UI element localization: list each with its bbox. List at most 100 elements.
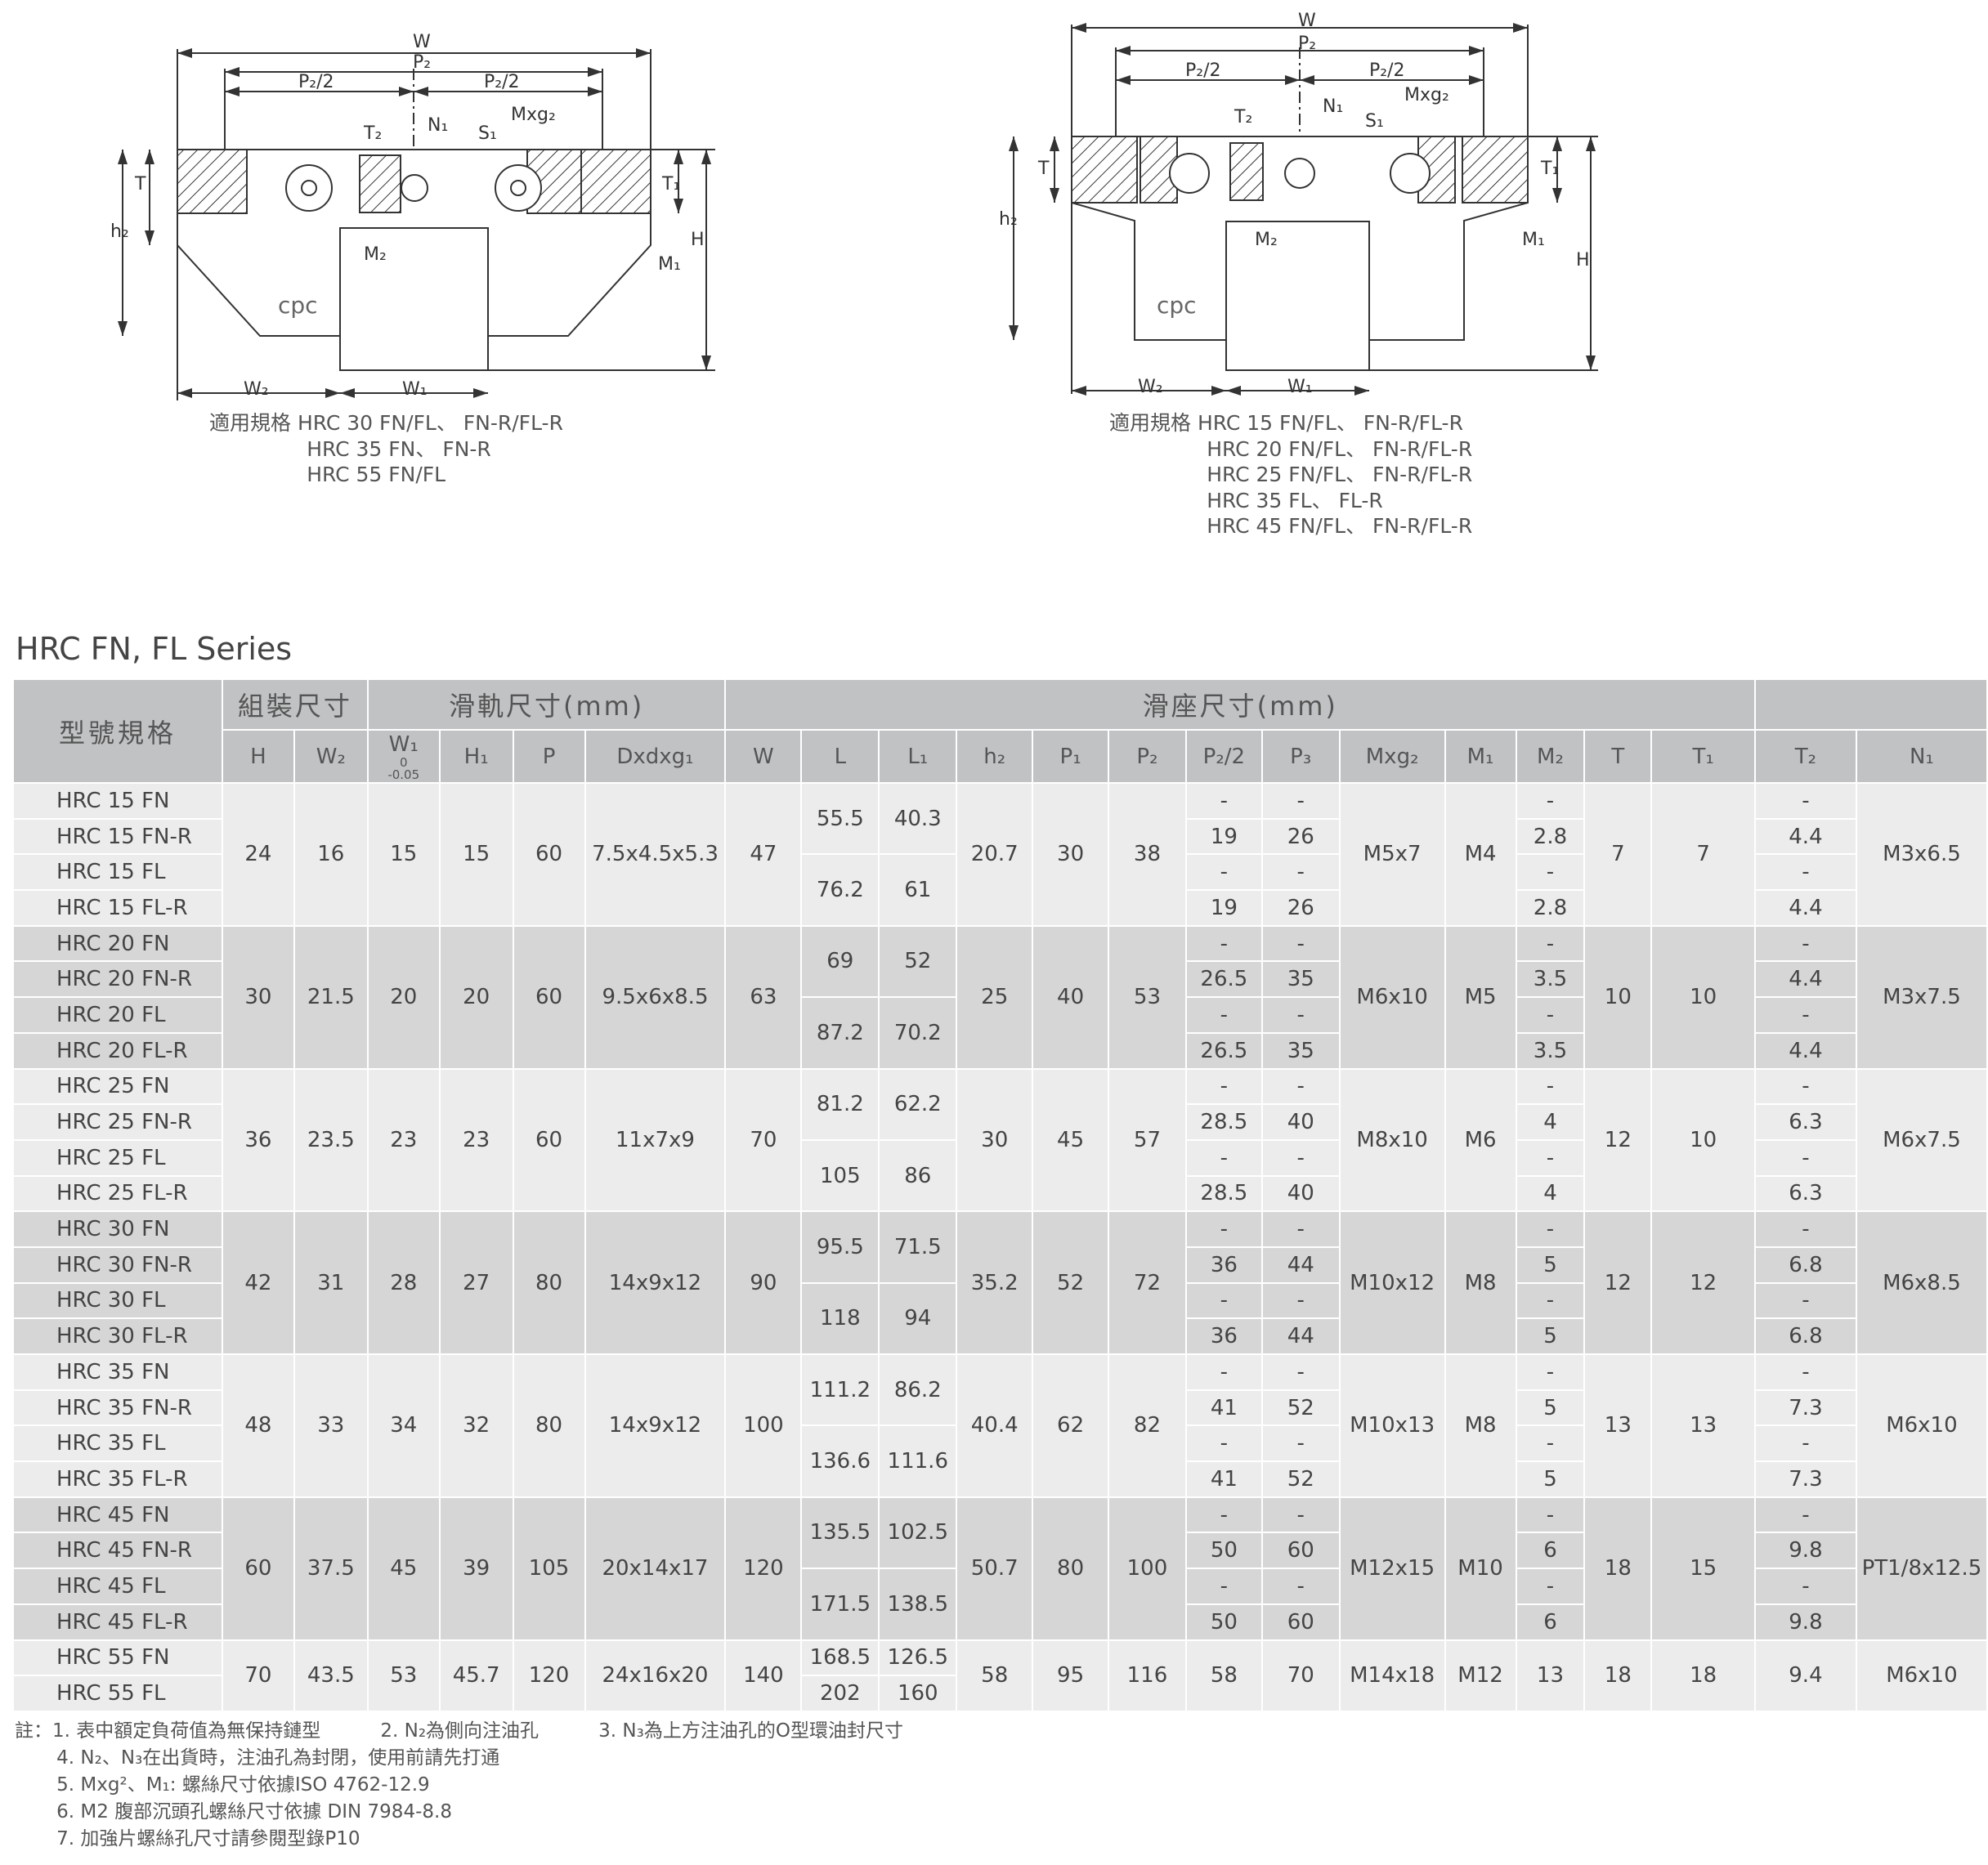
column-label: P₁ — [1059, 744, 1081, 769]
model-cell: HRC 25 FN-R — [12, 1103, 223, 1141]
column-label: M₁ — [1466, 744, 1494, 769]
label-H: H — [691, 230, 705, 250]
cell-d: 20x14x17 — [584, 1496, 727, 1641]
bolt-left — [1169, 153, 1210, 194]
cell-m1: M10 — [1444, 1496, 1517, 1641]
cell-w1: 15 — [366, 782, 441, 927]
cell-m2: - — [1515, 1210, 1586, 1248]
label-M1: M₁ — [658, 254, 681, 275]
cell-w2: 33 — [293, 1353, 369, 1498]
cell-p1: 30 — [1032, 782, 1110, 927]
cell-l1: 86 — [878, 1138, 958, 1213]
cell-h: 24 — [221, 782, 295, 927]
note-line: 6. M2 腹部沉頭孔螺絲尺寸依據 DIN 7984-8.8 — [15, 1801, 452, 1823]
cell-p3: - — [1260, 1210, 1341, 1248]
cell-d: 14x9x12 — [584, 1210, 727, 1355]
cell-w1: 34 — [366, 1353, 441, 1498]
cell-t1: 13 — [1650, 1353, 1757, 1498]
column-label: T₁ — [1692, 744, 1714, 769]
cell-p2: 38 — [1108, 782, 1187, 927]
table-row: HRC 35 FN-R 41 52 5 7.3 — [12, 1389, 1987, 1427]
cell-t2: 4.4 — [1754, 817, 1857, 856]
cell-p2h: - — [1184, 1281, 1263, 1320]
label-N1: N₁ — [1323, 96, 1343, 117]
cell-m2: - — [1515, 1568, 1586, 1605]
cell-p3: 40 — [1260, 1103, 1341, 1141]
cell-m1: M8 — [1444, 1210, 1517, 1355]
cell-p2h: - — [1184, 1353, 1263, 1391]
cell-d: 24x16x20 — [584, 1639, 727, 1712]
cell-h: 70 — [221, 1639, 295, 1712]
cell-l: 136.6 — [800, 1424, 880, 1498]
cell-n1: M6x7.5 — [1855, 1067, 1988, 1213]
cell-p3: - — [1260, 1281, 1341, 1320]
cell-d: 11x7x9 — [584, 1067, 727, 1213]
cell-p1: 80 — [1032, 1496, 1110, 1641]
cell-h1: 45.7 — [438, 1639, 514, 1712]
cell-p1: 45 — [1032, 1067, 1110, 1213]
cell-w1: 45 — [366, 1496, 441, 1641]
notes: 註：1. 表中額定負荷值為無保持鏈型 2. N₂為側向注油孔 3. N₃為上方注… — [15, 1718, 903, 1853]
column-header: L — [800, 729, 880, 784]
cell-p3: 40 — [1260, 1174, 1341, 1213]
cell-p2h: - — [1184, 996, 1263, 1034]
column-header: Mxg₂ — [1338, 729, 1446, 784]
cell-p2h: 26.5 — [1184, 960, 1263, 999]
cell-t1: 7 — [1650, 782, 1757, 927]
cell-w: 70 — [724, 1067, 803, 1213]
cell-m2: - — [1515, 1424, 1586, 1463]
model-cell: HRC 25 FL — [12, 1138, 223, 1177]
cell-t2: - — [1754, 1496, 1857, 1534]
cell-p1: 40 — [1032, 924, 1110, 1070]
cell-p1: 52 — [1032, 1210, 1110, 1355]
column-header: W₂ — [293, 729, 369, 784]
cell-p3: - — [1260, 1353, 1341, 1391]
column-header: P₂ — [1108, 729, 1187, 784]
cell-t: 13 — [1583, 1353, 1653, 1498]
table-row: HRC 20 FN-R 26.5 35 3.5 4.4 — [12, 960, 1987, 999]
cell-t2: 6.3 — [1754, 1103, 1857, 1141]
column-header: M₂ — [1515, 729, 1586, 784]
cell-w: 140 — [724, 1639, 803, 1712]
column-label: P — [542, 744, 556, 769]
cell-w2: 43.5 — [293, 1639, 369, 1712]
header-rail: 滑軌尺寸(mm) — [366, 678, 727, 731]
cell-p: 80 — [512, 1210, 586, 1355]
cell-m2: 2.8 — [1515, 817, 1586, 856]
column-header: H — [221, 729, 295, 784]
label-S1: S₁ — [1365, 111, 1384, 132]
column-label: W₁ — [388, 731, 419, 757]
column-label: h₂ — [983, 744, 1006, 769]
cell-h: 42 — [221, 1210, 295, 1355]
label-P2: P₂ — [1298, 34, 1316, 54]
cell-p2h: - — [1184, 1424, 1263, 1463]
cell-t2: - — [1754, 1424, 1857, 1463]
cell-p2: 82 — [1108, 1353, 1187, 1498]
cell-p: 60 — [512, 924, 586, 1070]
header-blank — [1754, 678, 1988, 731]
header-assembly: 組裝尺寸 — [221, 678, 369, 731]
column-label: P₂ — [1136, 744, 1158, 769]
model-cell: HRC 25 FL-R — [12, 1174, 223, 1213]
table-row: HRC 45 FL 171.5 138.5- - - - — [12, 1568, 1987, 1641]
cell-t: 10 — [1583, 924, 1653, 1070]
cell-p2h: - — [1184, 1496, 1263, 1534]
cell-m2: - — [1515, 924, 1586, 963]
column-label: N₁ — [1909, 744, 1934, 769]
cell-mxg2: M8x10 — [1338, 1067, 1446, 1213]
cell-l1: 102.5 — [878, 1496, 958, 1570]
note-line: 註：1. 表中額定負荷值為無保持鏈型 2. N₂為側向注油孔 3. N₃為上方注… — [15, 1720, 903, 1742]
cell-m2: 3.5 — [1515, 960, 1586, 999]
drawing-right: W P₂ P₂/2 P₂/2 Mxg₂ N₁ T₂ S₁ T h₂ T₁ H M… — [999, 11, 1598, 397]
cell-h2: 40.4 — [956, 1353, 1034, 1498]
table-row: HRC 45 FN-R 50 60 6 9.8 — [12, 1532, 1987, 1570]
cell-h2: 35.2 — [956, 1210, 1034, 1355]
cell-m2: 5 — [1515, 1317, 1586, 1355]
table-row: HRC 20 FL-R 26.5 35 3.5 4.4 — [12, 1031, 1987, 1070]
cell-m2: - — [1515, 1496, 1586, 1534]
cell-t: 18 — [1583, 1496, 1653, 1641]
model-cell: HRC 30 FN-R — [12, 1246, 223, 1284]
cell-t2: - — [1754, 1353, 1857, 1391]
cell-h: 30 — [221, 924, 295, 1070]
column-label: P₂/2 — [1202, 744, 1246, 769]
